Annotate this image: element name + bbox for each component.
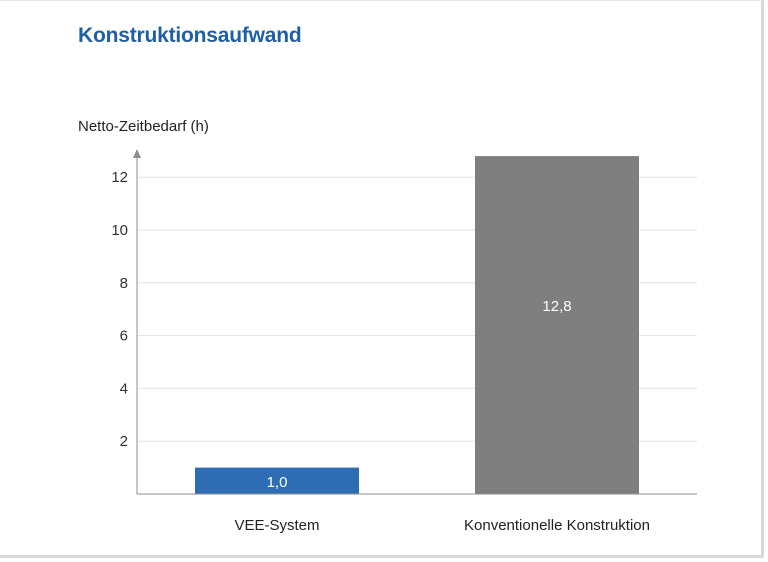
- y-tick-label: 4: [120, 380, 128, 397]
- y-tick-label: 2: [120, 433, 128, 450]
- y-axis-arrow: [133, 149, 141, 158]
- y-axis-label: Netto-Zeitbedarf (h): [78, 118, 209, 135]
- data-label: 12,8: [542, 298, 571, 315]
- data-label: 1,0: [267, 474, 288, 491]
- axes: 2 4 6 8 10 12 VEE-System Konventionelle Konstru…: [111, 149, 697, 534]
- bars: 1,0 12,8: [195, 156, 639, 494]
- bar: [195, 467, 359, 494]
- bar: [475, 156, 639, 494]
- chart-title: Konstruktionsaufwand: [78, 24, 302, 47]
- y-tick-label: 10: [111, 222, 128, 239]
- y-tick-label: 6: [120, 328, 128, 345]
- x-category-label: VEE-System: [234, 517, 319, 534]
- y-tick-label: 8: [120, 275, 128, 292]
- y-tick-label: 12: [111, 169, 128, 186]
- x-category-label: Konventionelle Konstruktion: [464, 517, 650, 534]
